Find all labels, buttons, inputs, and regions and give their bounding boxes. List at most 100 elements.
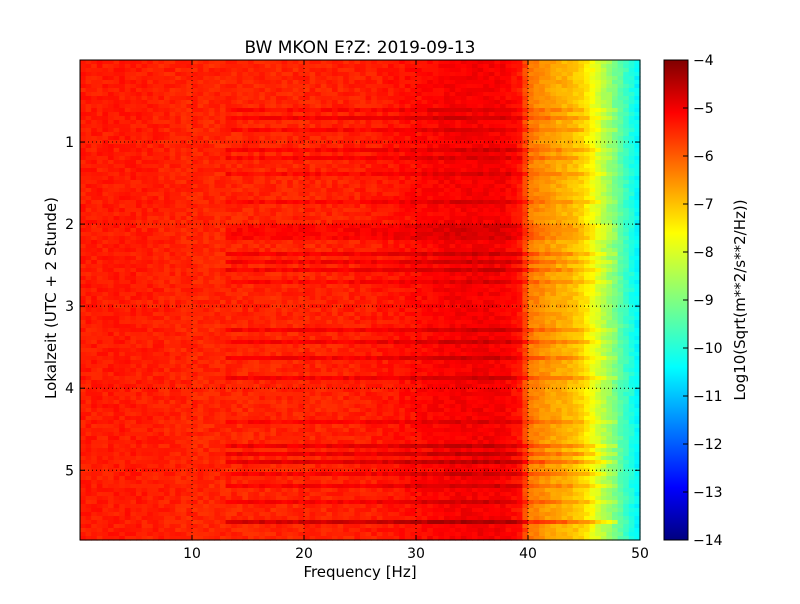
heatmap-cell (214, 64, 221, 69)
heatmap-cell (264, 148, 271, 153)
heatmap-cell (432, 244, 439, 249)
heatmap-cell (203, 188, 210, 193)
heatmap-cell (567, 100, 574, 105)
heatmap-cell (410, 240, 417, 245)
heatmap-cell (393, 196, 400, 201)
heatmap-cell (477, 228, 484, 233)
heatmap-cell (449, 244, 456, 249)
heatmap-cell (494, 236, 501, 241)
heatmap-cell (348, 104, 355, 109)
heatmap-cell (236, 104, 243, 109)
heatmap-cell (214, 60, 221, 65)
heatmap-cell (494, 80, 501, 85)
heatmap-cell (309, 68, 316, 73)
heatmap-cell (550, 224, 557, 229)
heatmap-cell (572, 172, 579, 177)
heatmap-cell (561, 244, 568, 249)
heatmap-cell (578, 128, 585, 133)
heatmap-cell (410, 100, 417, 105)
heatmap-cell (589, 240, 596, 245)
heatmap-cell (528, 92, 535, 97)
heatmap-cell (483, 88, 490, 93)
heatmap-cell (264, 100, 271, 105)
heatmap-cell (567, 80, 574, 85)
heatmap-cell (270, 196, 277, 201)
heatmap-cell (108, 144, 115, 149)
heatmap-cell (281, 120, 288, 125)
heatmap-cell (220, 112, 227, 117)
heatmap-cell (572, 232, 579, 237)
heatmap-cell (158, 116, 165, 121)
heatmap-cell (617, 200, 624, 205)
heatmap-cell (477, 232, 484, 237)
heatmap-cell (231, 148, 238, 153)
heatmap-cell (354, 156, 361, 161)
heatmap-cell (141, 192, 148, 197)
heatmap-cell (85, 192, 92, 197)
heatmap-cell (404, 92, 411, 97)
heatmap-cell (309, 252, 316, 257)
heatmap-cell (589, 152, 596, 157)
heatmap-cell (102, 212, 109, 217)
heatmap-cell (304, 216, 311, 221)
heatmap-cell (259, 108, 266, 113)
heatmap-cell (180, 256, 187, 261)
heatmap-cell (427, 60, 434, 65)
heatmap-cell (96, 232, 103, 237)
heatmap-cell (236, 136, 243, 141)
heatmap-cell (281, 248, 288, 253)
heatmap-cell (158, 76, 165, 81)
heatmap-cell (410, 92, 417, 97)
heatmap-cell (494, 196, 501, 201)
heatmap-cell (136, 252, 143, 257)
heatmap-cell (382, 204, 389, 209)
heatmap-cell (203, 224, 210, 229)
heatmap-cell (371, 112, 378, 117)
heatmap-cell (488, 116, 495, 121)
heatmap-cell (236, 224, 243, 229)
heatmap-cell (152, 84, 159, 89)
heatmap-cell (147, 212, 154, 217)
heatmap-cell (292, 104, 299, 109)
heatmap-cell (511, 200, 518, 205)
heatmap-cell (287, 68, 294, 73)
heatmap-cell (393, 144, 400, 149)
heatmap-cell (136, 216, 143, 221)
heatmap-cell (164, 168, 171, 173)
heatmap-cell (578, 132, 585, 137)
heatmap-cell (544, 240, 551, 245)
heatmap-cell (96, 132, 103, 137)
heatmap-cell (113, 92, 120, 97)
heatmap-cell (113, 136, 120, 141)
heatmap-cell (130, 220, 137, 225)
heatmap-cell (102, 76, 109, 81)
heatmap-cell (248, 64, 255, 69)
heatmap-cell (617, 204, 624, 209)
heatmap-cell (466, 204, 473, 209)
heatmap-cell (253, 180, 260, 185)
heatmap-cell (141, 76, 148, 81)
heatmap-cell (416, 228, 423, 233)
heatmap-cell (225, 184, 232, 189)
heatmap-cell (298, 244, 305, 249)
heatmap-cell (197, 144, 204, 149)
heatmap-cell (365, 184, 372, 189)
heatmap-cell (220, 108, 227, 113)
heatmap-cell (276, 120, 283, 125)
heatmap-cell (158, 160, 165, 165)
heatmap-cell (410, 148, 417, 153)
heatmap-cell (444, 232, 451, 237)
heatmap-cell (455, 124, 462, 129)
heatmap-cell (382, 220, 389, 225)
heatmap-cell (416, 72, 423, 77)
heatmap-cell (628, 96, 635, 101)
heatmap-cell (600, 184, 607, 189)
heatmap-cell (108, 196, 115, 201)
heatmap-cell (410, 204, 417, 209)
heatmap-cell (393, 184, 400, 189)
heatmap-cell (337, 196, 344, 201)
heatmap-cell (444, 204, 451, 209)
heatmap-cell (169, 128, 176, 133)
heatmap-cell (320, 252, 327, 257)
heatmap-cell (304, 160, 311, 165)
